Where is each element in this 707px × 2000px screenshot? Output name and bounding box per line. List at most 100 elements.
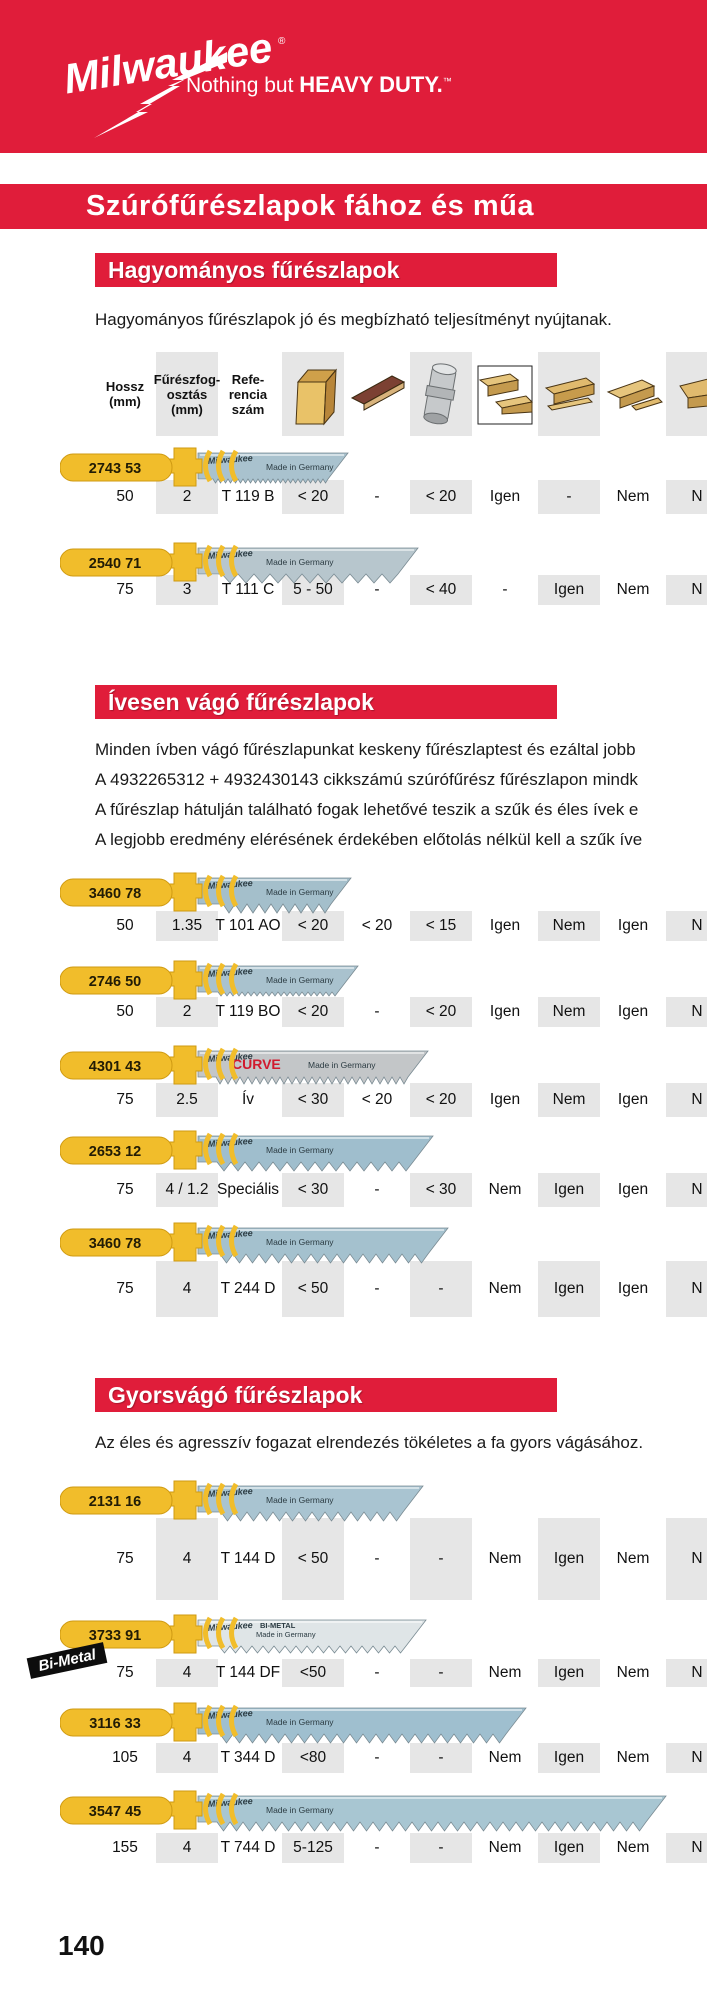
cell-value: T 144 D	[220, 1550, 276, 1567]
cell-stripe	[410, 1083, 472, 1117]
svg-text:Made in Germany: Made in Germany	[308, 1060, 376, 1070]
blade-image: Milwaukee Made in Germany 3460 78	[59, 868, 357, 923]
cell-value: N	[691, 1550, 703, 1567]
section-title-bar: Hagyományos fűrészlapok	[95, 253, 557, 287]
cell-value: Igen	[553, 1280, 585, 1297]
cell-value: 75	[116, 581, 134, 598]
svg-text:2746 50: 2746 50	[89, 974, 141, 990]
cell-value: Speciális	[216, 1181, 280, 1198]
cell-stripe	[666, 911, 707, 941]
blade-image: Milwaukee Made in Germany 3547 45	[59, 1786, 672, 1841]
cell-value: -	[438, 1280, 444, 1297]
wood-beams-icon-box	[474, 352, 536, 436]
wood-partial-icon-box	[666, 352, 707, 436]
brand-header: Milwaukee ® Nothing but HEAVY DUTY.™	[0, 0, 707, 153]
cell-value: Nem	[552, 1003, 586, 1020]
cell-stripe	[538, 911, 600, 941]
cell-value: < 20	[361, 917, 393, 934]
cell-value: Igen	[617, 1003, 649, 1020]
milwaukee-logo: Milwaukee ®	[61, 23, 286, 138]
cell-stripe	[282, 911, 344, 941]
blade-image: Milwaukee Made in Germany 2540 71	[59, 538, 424, 593]
blade-image: Milwaukee Made in Germany 3460 78	[59, 1218, 454, 1273]
cell-value: 50	[116, 917, 134, 934]
cell-value: 50	[116, 1003, 134, 1020]
cell-stripe	[666, 480, 707, 514]
cell-value: 75	[116, 1280, 134, 1297]
section-description-line: Az éles és agresszív fogazat elrendezés …	[95, 1433, 644, 1452]
cell-stripe	[666, 997, 707, 1027]
cell-value: N	[691, 1181, 703, 1198]
page-number: 140	[58, 1930, 105, 1961]
cell-value: < 50	[297, 1280, 329, 1297]
cell-value: 1.35	[171, 917, 203, 934]
svg-text:3460 78: 3460 78	[89, 886, 141, 902]
cell-value: T 744 D	[220, 1839, 276, 1856]
section-description-line: Hagyományos fűrészlapok jó és megbízható…	[95, 310, 612, 329]
cell-value: T 244 D	[220, 1280, 276, 1297]
cell-value: Nem	[488, 1550, 522, 1567]
cell-stripe	[410, 911, 472, 941]
laminate-panel-icon-box	[346, 352, 408, 436]
cell-value: 75	[116, 1664, 134, 1681]
svg-text:2743 53: 2743 53	[89, 461, 141, 477]
svg-text:Made in Germany: Made in Germany	[266, 557, 334, 567]
wood-beams-icon	[474, 365, 536, 440]
tagline-regular: Nothing but	[186, 74, 300, 97]
cell-value: Igen	[617, 1280, 649, 1297]
svg-text:Made in Germany: Made in Germany	[266, 887, 334, 897]
cell-value: T 144 DF	[215, 1664, 281, 1681]
cell-value: Ív	[241, 1091, 255, 1108]
cell-value: Igen	[489, 1091, 521, 1108]
cell-value: Nem	[488, 1181, 522, 1198]
page-title-banner: Szúrófűrészlapok fához és műa	[0, 184, 707, 229]
cell-value: T 344 D	[220, 1749, 276, 1766]
cell-stripe	[666, 1659, 707, 1687]
section-description-line: Minden ívben vágó fűrészlapunkat keskeny…	[95, 740, 636, 759]
cell-value: Nem	[616, 581, 650, 598]
cell-stripe	[538, 1518, 600, 1600]
cell-value: < 40	[425, 581, 457, 598]
cell-value: 4 / 1.2	[165, 1181, 209, 1198]
cell-stripe	[282, 1261, 344, 1317]
page-title: Szúrófűrészlapok fához és műa	[86, 190, 534, 222]
cell-value: 5 - 50	[293, 581, 333, 598]
cell-value: Igen	[553, 581, 585, 598]
cell-stripe	[156, 1173, 218, 1207]
tagline-tm: ™	[442, 76, 452, 86]
cell-value: < 20	[361, 1091, 393, 1108]
cell-stripe	[666, 1173, 707, 1207]
cell-value: Igen	[489, 1003, 521, 1020]
cell-stripe	[538, 1261, 600, 1317]
cell-value: < 30	[425, 1181, 457, 1198]
cell-stripe	[282, 480, 344, 514]
column-header-length: Hossz (mm)	[105, 379, 145, 409]
cell-stripe	[282, 997, 344, 1027]
cell-stripe	[410, 1261, 472, 1317]
cell-stripe	[538, 1659, 600, 1687]
cell-value: -	[374, 488, 380, 505]
wood-profile-icon	[602, 379, 664, 440]
wood-profile-icon-box	[602, 352, 664, 436]
cell-value: Igen	[617, 1091, 649, 1108]
section-title: Ívesen vágó fűrészlapok	[108, 688, 374, 715]
section-title-bar: Gyorsvágó fűrészlapok	[95, 1378, 557, 1412]
cell-value: -	[374, 1550, 380, 1567]
cell-value: T 119 BO	[215, 1003, 281, 1020]
cell-value: Igen	[553, 1749, 585, 1766]
cell-value: -	[374, 1664, 380, 1681]
cell-value: N	[691, 1280, 703, 1297]
tagline-bold: HEAVY DUTY.	[299, 72, 443, 97]
cell-value: 2	[182, 488, 192, 505]
cell-value: < 15	[425, 917, 457, 934]
svg-text:Made in Germany: Made in Germany	[266, 1805, 334, 1815]
cell-value: 155	[112, 1839, 138, 1856]
cell-stripe	[282, 1518, 344, 1600]
cell-value: 2	[182, 1003, 192, 1020]
cell-stripe	[538, 997, 600, 1027]
svg-text:Made in Germany: Made in Germany	[266, 975, 334, 985]
pipe-icon	[410, 363, 472, 440]
cell-value: Nem	[552, 1091, 586, 1108]
cell-stripe	[538, 1833, 600, 1863]
blade-image: Milwaukee Made in Germany 2131 16	[59, 1476, 429, 1531]
